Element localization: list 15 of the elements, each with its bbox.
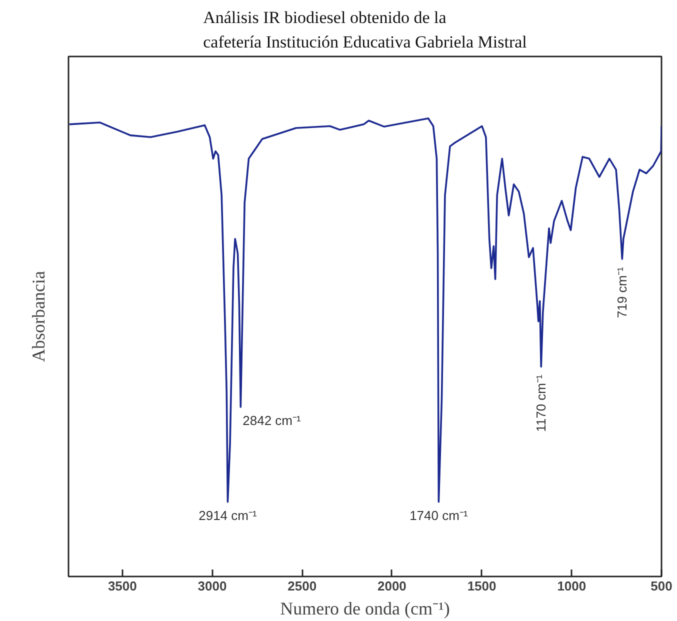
annotation: 2842 cm⁻¹ [242,412,302,428]
x-tick-label: 3500 [108,578,137,594]
x-tick-label: 3000 [198,578,227,594]
annotation: 1740 cm⁻¹ [410,508,468,523]
x-tick-label: 2500 [288,578,317,594]
x-tick-label: 1000 [557,578,586,594]
x-tick-label: 500 [650,578,672,594]
annotation: 1170 cm⁻¹ [534,374,549,432]
annotation: 719 cm⁻¹ [614,266,630,318]
chart-title: Análisis IR biodiesel obtenido de la cafetería Institución Educativa Gabriela Mistral [203,8,528,52]
x-tick-label: 1500 [467,578,496,594]
x-tick-label: 2000 [377,578,406,594]
y-axis-title: Absorbancia [28,271,48,362]
annotation: 2914 cm⁻¹ [198,508,258,523]
x-axis-title: Numero de onda (cm⁻¹) [280,598,450,618]
